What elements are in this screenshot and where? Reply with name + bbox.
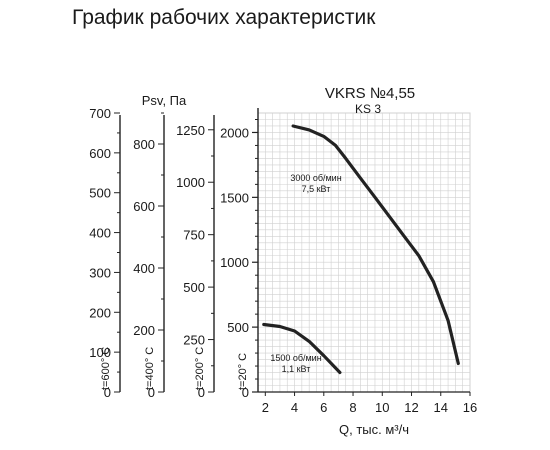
main-y-tick-label: 1000 [220, 255, 249, 270]
series-annotation-1: 3000 об/мин [290, 173, 341, 183]
page-title: График рабочих характеристик [72, 6, 376, 29]
series-annotation-2: 1,1 кВт [282, 364, 311, 374]
aux-y-tick-label: 500 [89, 186, 111, 201]
chart-axes [114, 108, 471, 396]
aux-y-tick-label: 0 [104, 385, 111, 400]
y-axis-label: Psv, Па [142, 93, 187, 108]
chart-series [262, 124, 460, 375]
aux-y-tick-label: 0 [198, 385, 205, 400]
aux-y-tick-label: 500 [183, 280, 205, 295]
aux-y-tick-label: 1000 [176, 175, 205, 190]
x-tick-label: 6 [320, 400, 327, 415]
x-tick-label: 10 [375, 400, 389, 415]
main-y-tick-label: 2000 [220, 125, 249, 140]
aux-y-tick-label: 600 [133, 199, 155, 214]
aux-y-tick-label: 300 [89, 265, 111, 280]
aux-y-tick-label: 200 [89, 305, 111, 320]
x-tick-label: 12 [404, 400, 418, 415]
main-axis-temp-label: t=20° C [237, 353, 249, 390]
aux-y-tick-label: 1250 [176, 123, 205, 138]
x-axis-label: Q, тыс. м³/ч [339, 422, 409, 437]
chart-grid [257, 112, 471, 393]
aux-axis-temp-label: t=400° C [144, 347, 156, 390]
x-tick-label: 14 [434, 400, 448, 415]
chart-title: VKRS №4,55 [325, 85, 415, 102]
main-y-tick-label: 1500 [220, 190, 249, 205]
series-annotation-1: 7,5 кВт [302, 184, 331, 194]
chart-subtitle: KS 3 [355, 102, 381, 116]
series-annotation-2: 1500 об/мин [270, 353, 321, 363]
x-tick-label: 16 [463, 400, 477, 415]
series-line-2 [262, 322, 342, 375]
x-tick-label: 2 [262, 400, 269, 415]
aux-y-tick-label: 250 [183, 333, 205, 348]
main-y-tick-label: 500 [227, 320, 249, 335]
aux-y-tick-label: 200 [133, 323, 155, 338]
aux-y-tick-label: 100 [89, 345, 111, 360]
aux-y-tick-label: 700 [89, 106, 111, 121]
aux-y-tick-label: 750 [183, 228, 205, 243]
aux-axis-temp-label: t=600° C [100, 347, 112, 390]
x-tick-label: 4 [291, 400, 298, 415]
aux-y-tick-label: 400 [133, 261, 155, 276]
main-y-tick-label: 0 [242, 385, 249, 400]
series-line-1 [291, 124, 460, 366]
aux-axis-temp-label: t=200° C [194, 347, 206, 390]
aux-y-tick-label: 400 [89, 226, 111, 241]
aux-y-tick-label: 800 [133, 137, 155, 152]
aux-y-tick-label: 600 [89, 146, 111, 161]
x-tick-label: 8 [349, 400, 356, 415]
aux-y-tick-label: 0 [148, 385, 155, 400]
plot-frame [257, 112, 471, 393]
